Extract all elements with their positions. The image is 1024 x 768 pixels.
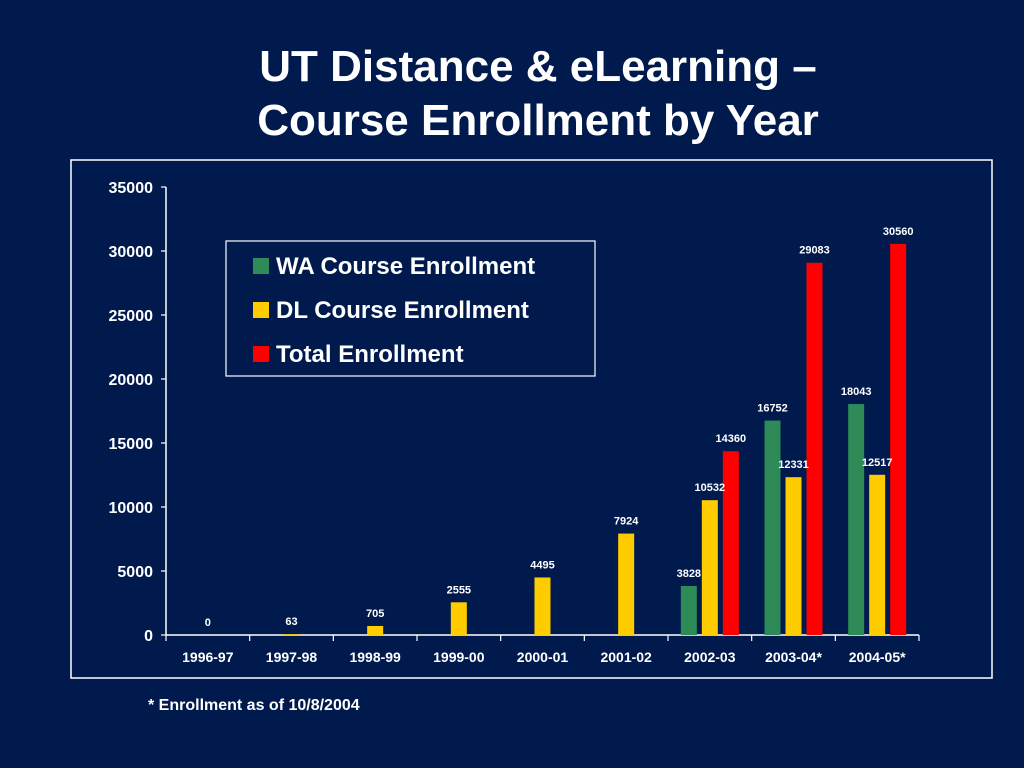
chart-axes: 0 5000 10000 15000 20000 25000 30000 35000 1996-…	[109, 180, 920, 665]
x-tick-label: 2001-02	[600, 649, 652, 665]
data-label: 12517	[862, 457, 893, 469]
y-tick-label: 30000	[109, 244, 154, 261]
data-label: 18043	[841, 386, 872, 398]
legend-entry-label: WA Course Enrollment	[276, 253, 535, 280]
data-label: 29083	[799, 245, 830, 257]
legend-entry-label: DL Course Enrollment	[276, 297, 529, 324]
data-label: 16752	[757, 403, 788, 415]
bar	[534, 577, 551, 635]
y-tick-label: 25000	[109, 308, 154, 325]
x-tick-label: 1998-99	[349, 649, 401, 665]
bar	[367, 625, 384, 635]
y-tick-label: 15000	[109, 436, 154, 453]
y-tick-label: 10000	[109, 500, 154, 517]
data-label: 4495	[530, 559, 554, 571]
bar	[806, 262, 823, 635]
x-tick-label: 1999-00	[433, 649, 485, 665]
x-tick-label: 1997-98	[266, 649, 318, 665]
data-label: 12331	[778, 459, 809, 471]
x-tick-label: 1996-97	[182, 649, 234, 665]
data-label: 0	[205, 617, 211, 629]
data-label: 705	[366, 608, 384, 620]
y-tick-label: 5000	[117, 564, 153, 581]
x-tick-label: 2002-03	[684, 649, 736, 665]
data-label: 2555	[447, 584, 471, 596]
x-tick-label: 2000-01	[517, 649, 569, 665]
y-tick-label: 35000	[109, 180, 154, 197]
bar	[869, 474, 886, 635]
data-label: 3828	[677, 568, 701, 580]
bar	[680, 586, 697, 635]
data-label: 14360	[716, 433, 747, 445]
data-label: 63	[285, 616, 297, 628]
bar	[764, 420, 781, 635]
data-label: 30560	[883, 226, 914, 238]
bar	[701, 500, 718, 635]
bar	[785, 477, 802, 635]
title-line-1: UT Distance & eLearning –	[259, 42, 817, 91]
data-label: 10532	[695, 482, 726, 494]
y-tick-label: 0	[144, 628, 153, 645]
legend-swatch	[253, 258, 269, 274]
bar	[450, 602, 467, 635]
title-line-2: Course Enrollment by Year	[257, 96, 819, 145]
legend-entry-label: Total Enrollment	[276, 341, 464, 368]
data-label: 7924	[614, 516, 639, 528]
x-tick-label: 2004-05*	[849, 649, 906, 665]
chart-legend: WA Course Enrollment DL Course Enrollment…	[225, 240, 596, 377]
x-tick-label: 2003-04*	[765, 649, 822, 665]
enrollment-footnote: * Enrollment as of 10/8/2004	[148, 697, 360, 714]
chart-bars	[283, 243, 907, 635]
slide-title: UT Distance & eLearning – Course Enrollm…	[0, 40, 1024, 148]
bar	[848, 404, 865, 635]
bar	[283, 634, 300, 635]
y-tick-label: 20000	[109, 372, 154, 389]
legend-swatch	[253, 346, 269, 362]
bar	[618, 533, 635, 635]
chart-frame	[70, 159, 993, 679]
bar	[890, 243, 907, 635]
bar	[722, 451, 739, 635]
legend-box	[225, 240, 596, 377]
legend-swatch	[253, 302, 269, 318]
chart-data-labels: 3828 16752 18043 0 63 705 2555 4495 7924 10532 123…	[205, 226, 914, 629]
